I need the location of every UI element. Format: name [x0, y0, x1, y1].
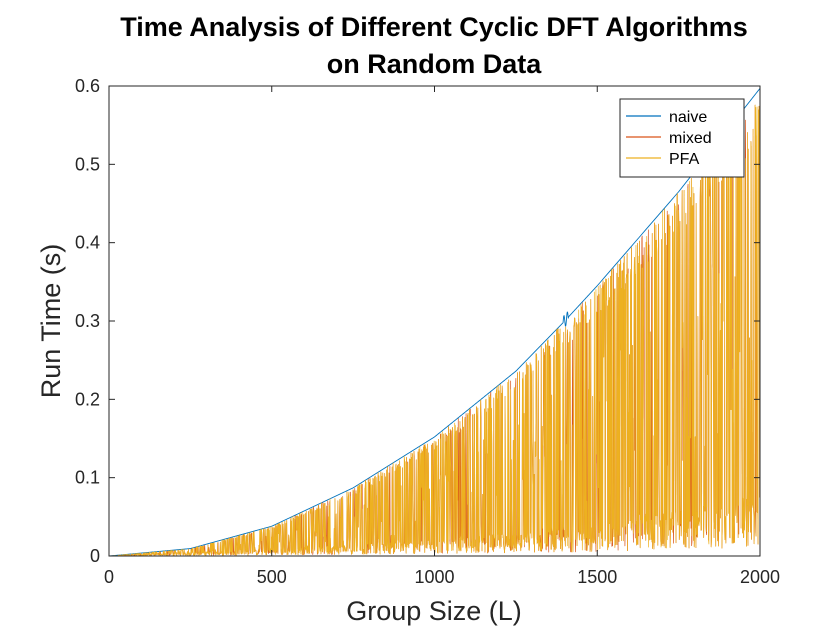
y-tick-label: 0.5 — [75, 154, 100, 174]
chart-title-line-1: Time Analysis of Different Cyclic DFT Al… — [120, 12, 748, 42]
x-axis-ticks: 0 500 1000 1500 2000 — [104, 86, 780, 587]
y-tick-label: 0 — [90, 546, 100, 566]
y-tick-label: 0.3 — [75, 311, 100, 331]
y-axis-label: Run Time (s) — [36, 244, 66, 399]
legend-label-naive: naive — [669, 109, 707, 126]
legend: naive mixed PFA — [619, 98, 745, 178]
x-tick-label: 0 — [104, 567, 114, 587]
y-tick-label: 0.2 — [75, 389, 100, 409]
x-tick-label: 500 — [257, 567, 287, 587]
legend-box — [619, 98, 745, 178]
series-line-naive — [108, 88, 761, 557]
x-tick-label: 1500 — [577, 567, 617, 587]
y-tick-label: 0.6 — [75, 76, 100, 96]
legend-label-mixed: mixed — [669, 130, 712, 147]
x-tick-label: 2000 — [740, 567, 780, 587]
x-axis-label: Group Size (L) — [346, 596, 522, 626]
y-tick-label: 0.4 — [75, 233, 100, 253]
y-axis-ticks: 0 0.1 0.2 0.3 0.4 0.5 0.6 — [75, 76, 760, 566]
x-tick-label: 1000 — [414, 567, 454, 587]
chart-title-line-2: on Random Data — [327, 49, 542, 79]
y-tick-label: 0.1 — [75, 468, 100, 488]
legend-label-pfa: PFA — [669, 151, 700, 168]
chart-title: Time Analysis of Different Cyclic DFT Al… — [120, 12, 748, 79]
